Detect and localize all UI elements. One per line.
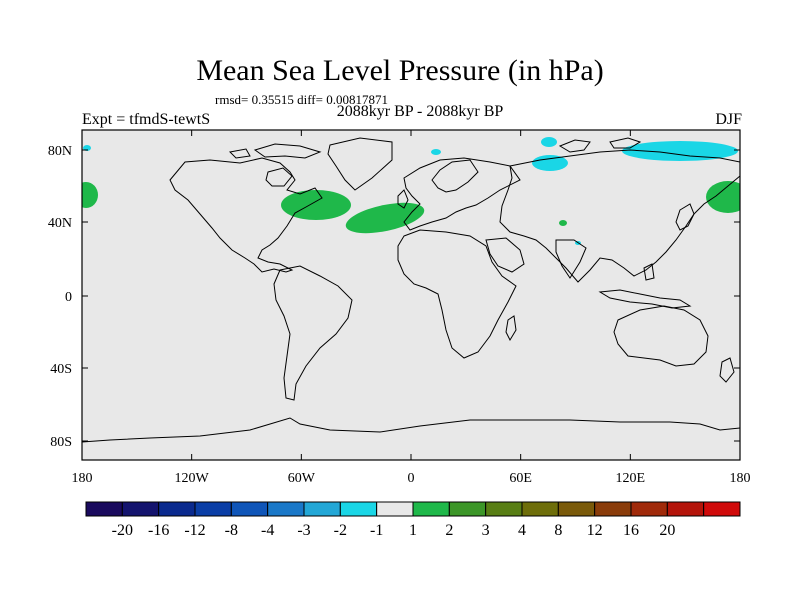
season-label: DJF [715, 111, 742, 128]
colorbar-label: -1 [370, 522, 383, 539]
colorbar-box [557, 501, 596, 517]
lon-tick-label: 180 [72, 471, 93, 486]
colorbar-box [412, 501, 450, 517]
lon-tick-label: 0 [408, 471, 415, 486]
colorbar-box [630, 501, 668, 517]
coast-india [555, 239, 587, 279]
experiment-label: Expt = tfmdS-tewtS [82, 111, 211, 128]
coast-scandinavia [431, 159, 479, 193]
coast-arctic-islands [253, 143, 322, 159]
colorbar-label: -2 [334, 522, 347, 539]
colorbar-label: -16 [148, 522, 169, 539]
lon-tick-label: 120W [175, 471, 210, 486]
colorbar-box [376, 501, 414, 517]
period-text: 2088kyr BP - 2088kyr BP [336, 103, 504, 120]
coast-south-america [273, 265, 353, 401]
colorbar-label: 2 [445, 522, 453, 539]
anomaly-west-pacific-left [82, 182, 98, 208]
coast-indonesia [598, 289, 692, 309]
anomaly-barents [532, 155, 568, 171]
colorbar-label: -20 [112, 522, 133, 539]
coast-asia [499, 149, 740, 283]
colorbar-box [339, 501, 378, 517]
stats-text: rmsd= 0.35515 diff= 0.00817871 [215, 92, 388, 107]
colorbar-label: 16 [623, 522, 639, 539]
coastlines [82, 137, 740, 443]
anomaly-ne-atlantic [345, 202, 425, 234]
lat-tick-label: 40S [50, 362, 72, 377]
anomaly-arctic-siberia [622, 141, 738, 161]
lon-tick-label: 60E [509, 471, 532, 486]
colorbar-box [594, 501, 632, 517]
coast-hudson-bay [265, 167, 293, 187]
colorbar-box [703, 501, 741, 517]
lat-tick-label: 80N [48, 144, 72, 159]
colorbar-box [267, 501, 305, 517]
anomaly-west-pacific-right [706, 181, 740, 213]
colorbar-label: -4 [261, 522, 274, 539]
colorbar-box [85, 501, 123, 517]
colorbar [85, 501, 741, 517]
tick-marks [81, 130, 741, 460]
lon-tick-label: 120E [616, 471, 646, 486]
lat-tick-label: 0 [65, 290, 72, 305]
coast-greenland [327, 137, 393, 191]
colorbar-box [194, 501, 232, 517]
colorbar-label: -8 [225, 522, 238, 539]
colorbar-box [448, 501, 487, 517]
lat-tick-label: 80S [50, 435, 72, 450]
coast-new-zealand [719, 357, 735, 383]
anomaly-central-asia [559, 220, 567, 226]
positive-anomaly-regions [82, 181, 740, 234]
colorbar-box [230, 501, 269, 517]
colorbar-label: 4 [518, 522, 526, 539]
colorbar-label: -12 [184, 522, 205, 539]
anomaly-svalbard [541, 137, 557, 147]
colorbar-box [521, 501, 559, 517]
anomaly-arctic-small [431, 149, 441, 155]
colorbar-box [666, 501, 705, 517]
coast-british-isles [397, 189, 409, 209]
colorbar-label: 20 [659, 522, 675, 539]
colorbar-label: 3 [482, 522, 490, 539]
colorbar-label: -3 [297, 522, 310, 539]
map-background [82, 130, 740, 460]
colorbar-box [485, 501, 523, 517]
colorbar-labels: -20 -16 -12 -8 -4 -3 -2 -1 1 2 3 4 8 12 16 20 [112, 522, 676, 539]
chart-title: Mean Sea Level Pressure (in hPa) [196, 54, 604, 87]
coast-north-america [169, 157, 323, 273]
colorbar-label: 12 [587, 522, 603, 539]
coast-madagascar [505, 315, 517, 342]
coast-antarctica [82, 417, 740, 443]
coast-africa [397, 229, 517, 359]
lon-tick-label: 180 [730, 471, 751, 486]
lat-tick-label: 40N [48, 216, 72, 231]
colorbar-box [158, 501, 196, 517]
colorbar-box [121, 501, 160, 517]
coast-australia [613, 305, 709, 367]
negative-anomaly-regions [83, 137, 738, 245]
colorbar-label: 1 [409, 522, 417, 539]
colorbar-box [303, 501, 341, 517]
coast-europe [403, 157, 521, 231]
latitude-axis: 80N 40N 0 40S 80S [48, 144, 72, 450]
anomaly-nw-atlantic [281, 190, 351, 220]
colorbar-label: 8 [554, 522, 562, 539]
lon-tick-label: 60W [288, 471, 316, 486]
coast-arabia [485, 237, 525, 273]
coast-japan [675, 203, 695, 231]
longitude-axis: 180 120W 60W 0 60E 120E 180 [72, 471, 751, 486]
